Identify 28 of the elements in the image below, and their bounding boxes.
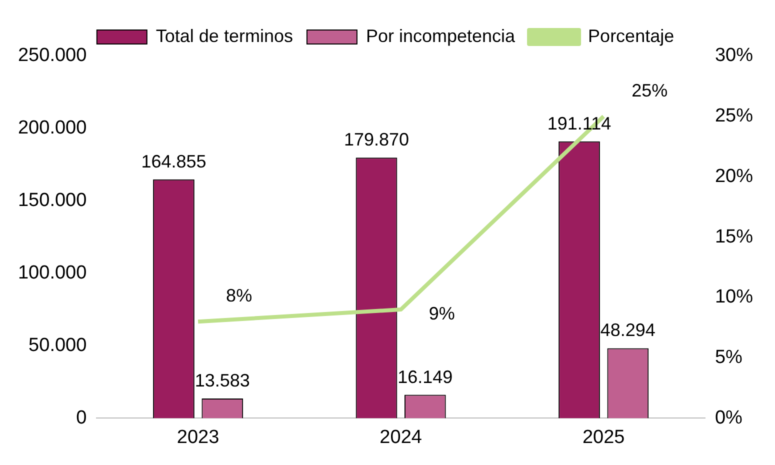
y2-tick-label: 25% [714,106,754,127]
y-tick-label: 200.000 [18,118,87,139]
y-tick-label: 0 [76,407,87,428]
data-label: 164.855 [141,151,206,172]
legend-label: Total de terminos [156,26,293,46]
y2-tick-label: 15% [714,226,754,248]
legend-label: Por incompetencia [366,26,516,46]
data-label: 25% [632,80,668,100]
legend-label: Porcentaje [588,26,674,46]
data-label: 191.114 [547,113,612,134]
x-tick-label: 2023 [176,426,220,448]
y-tick-label: 250.000 [18,45,87,66]
data-label: 179.870 [344,130,410,150]
y2-tick-label: 20% [714,166,754,187]
y2-tick-label: 30% [714,45,754,66]
data-label: 13.583 [194,370,250,390]
y-tick-label: 150.000 [18,190,87,212]
data-label: 8% [226,286,252,306]
y-tick-label: 50.000 [28,334,87,356]
data-label: 9% [428,304,455,324]
data-label: 48.294 [600,320,656,340]
x-tick-label: 2025 [582,426,625,448]
y-tick-label: 100.000 [18,262,87,284]
data-label: 16.149 [398,366,453,387]
y2-tick-label: 0% [714,407,743,428]
y2-tick-label: 10% [714,286,754,308]
y2-tick-label: 5% [714,347,743,368]
x-tick-label: 2024 [380,426,422,448]
